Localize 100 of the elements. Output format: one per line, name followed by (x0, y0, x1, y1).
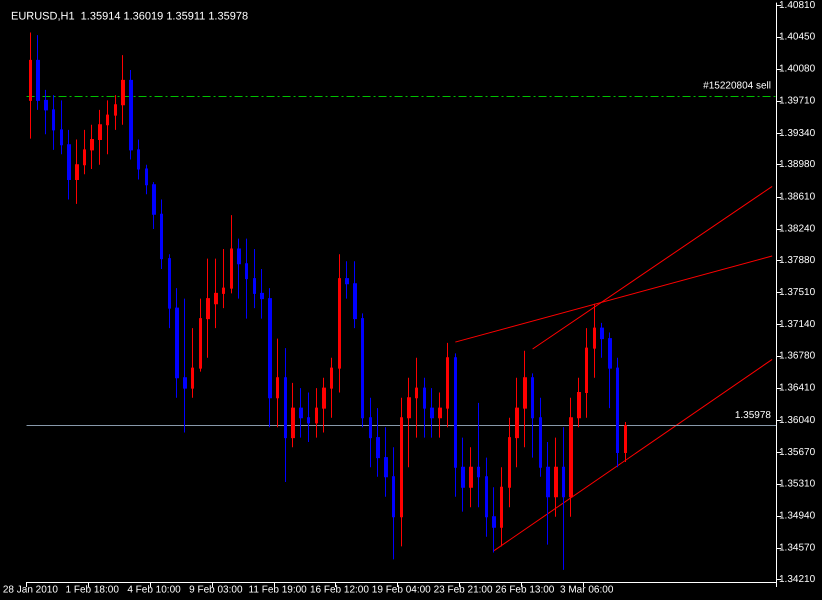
candlestick (616, 357, 619, 468)
candlestick (531, 372, 534, 458)
candlestick (415, 357, 418, 438)
candlestick (299, 388, 303, 438)
candlestick (585, 328, 588, 418)
y-tick-label: 1.38980 (779, 159, 816, 170)
x-tick-label: 3 Mar 06:00 (560, 584, 614, 596)
candlestick (268, 288, 272, 428)
candlestick (168, 254, 171, 329)
candlestick (237, 238, 241, 300)
candlestick (523, 350, 527, 448)
candlestick (114, 94, 117, 130)
candlestick (546, 442, 550, 546)
candlestick (230, 214, 233, 294)
candlestick (508, 417, 511, 508)
y-tick-label: 1.37510 (779, 287, 816, 298)
ref-line-label: 1.35978 (734, 410, 772, 422)
candlestick (423, 377, 426, 438)
y-tick-label: 1.36410 (779, 382, 816, 394)
y-tick-label: 1.37140 (779, 319, 816, 330)
candlestick (384, 426, 388, 498)
candlestick (515, 377, 519, 468)
candlestick (407, 377, 411, 468)
y-tick-label: 1.34210 (779, 574, 816, 585)
y-tick-label: 1.40810 (779, 0, 816, 12)
x-tick-label: 11 Feb 19:00 (248, 584, 308, 596)
y-tick-label: 1.39340 (779, 128, 816, 139)
candlestick (562, 426, 565, 570)
candlestick (152, 182, 156, 230)
candlestick (98, 109, 102, 166)
ref-line-label: #15220804 sell (703, 80, 771, 92)
y-tick-label: 1.39710 (779, 96, 816, 107)
candlestick (461, 437, 465, 512)
candlestick (345, 260, 349, 300)
candlestick (137, 138, 140, 180)
y-tick-label: 1.34940 (779, 510, 816, 522)
candlestick (83, 129, 86, 175)
candlestick (454, 352, 457, 498)
candlestick (330, 357, 333, 418)
candlestick (492, 486, 496, 553)
candlestick (145, 164, 148, 195)
candlestick (469, 446, 473, 508)
y-tick-label: 1.37880 (779, 254, 816, 266)
candlestick (539, 397, 542, 478)
x-tick-label: 28 Jan 2010 (2, 584, 58, 596)
candlestick (577, 377, 581, 428)
y-tick-label: 1.40450 (779, 31, 816, 42)
text: EURUSD,H1 1.35914 1.36019 1.35911 1.35978 (11, 10, 248, 22)
candlestick (206, 258, 210, 358)
candlestick (191, 328, 194, 398)
candlestick (569, 397, 573, 518)
candlestick (353, 260, 357, 329)
candlestick (376, 408, 380, 478)
candlestick (214, 258, 218, 329)
y-tick-label: 1.35670 (779, 446, 816, 458)
candlestick (338, 254, 341, 393)
candlestick (369, 397, 372, 468)
candlestick (307, 392, 310, 443)
candlestick (284, 348, 287, 483)
x-tick-label: 1 Feb 18:00 (66, 584, 120, 596)
candlestick (36, 34, 40, 110)
candlestick (430, 388, 434, 438)
candlestick (315, 388, 318, 438)
candlestick (477, 402, 480, 508)
candlestick (129, 69, 133, 160)
candlestick (90, 124, 94, 170)
x-tick-label: 23 Feb 21:00 (434, 584, 493, 596)
x-tick-label: 26 Feb 13:00 (495, 584, 555, 596)
candlestick (608, 332, 612, 409)
x-tick-label: 19 Feb 04:00 (372, 584, 432, 596)
candlestick (121, 54, 125, 126)
candlestick (500, 466, 503, 547)
y-tick-label: 1.34570 (779, 542, 816, 554)
y-tick-label: 1.36040 (779, 414, 816, 426)
y-tick-label: 1.40080 (779, 64, 816, 75)
candlestick (438, 392, 442, 438)
x-tick-label: 16 Feb 12:00 (310, 584, 370, 596)
candlestick (624, 422, 627, 463)
candlestick (222, 248, 225, 309)
candlestick (44, 89, 48, 135)
x-tick-label: 9 Feb 03:00 (189, 584, 243, 596)
candlestick (67, 129, 71, 200)
candlestick (276, 338, 279, 428)
candlestick (600, 322, 604, 358)
candlestick (260, 268, 264, 320)
candlestick (106, 100, 109, 155)
candlestick (291, 382, 295, 448)
y-tick-label: 1.36780 (779, 350, 816, 362)
candlestick (446, 342, 449, 428)
candlestick (253, 248, 256, 309)
candlestick (392, 446, 395, 560)
candlestick (60, 100, 63, 155)
candlestick (400, 397, 403, 547)
x-tick-label: 4 Feb 10:00 (127, 584, 182, 596)
candlestick (29, 32, 32, 140)
y-tick-label: 1.38240 (779, 224, 816, 235)
candlestick (199, 298, 202, 372)
candlestick (160, 198, 163, 270)
candlestick (245, 238, 248, 320)
candlestick (554, 437, 558, 518)
